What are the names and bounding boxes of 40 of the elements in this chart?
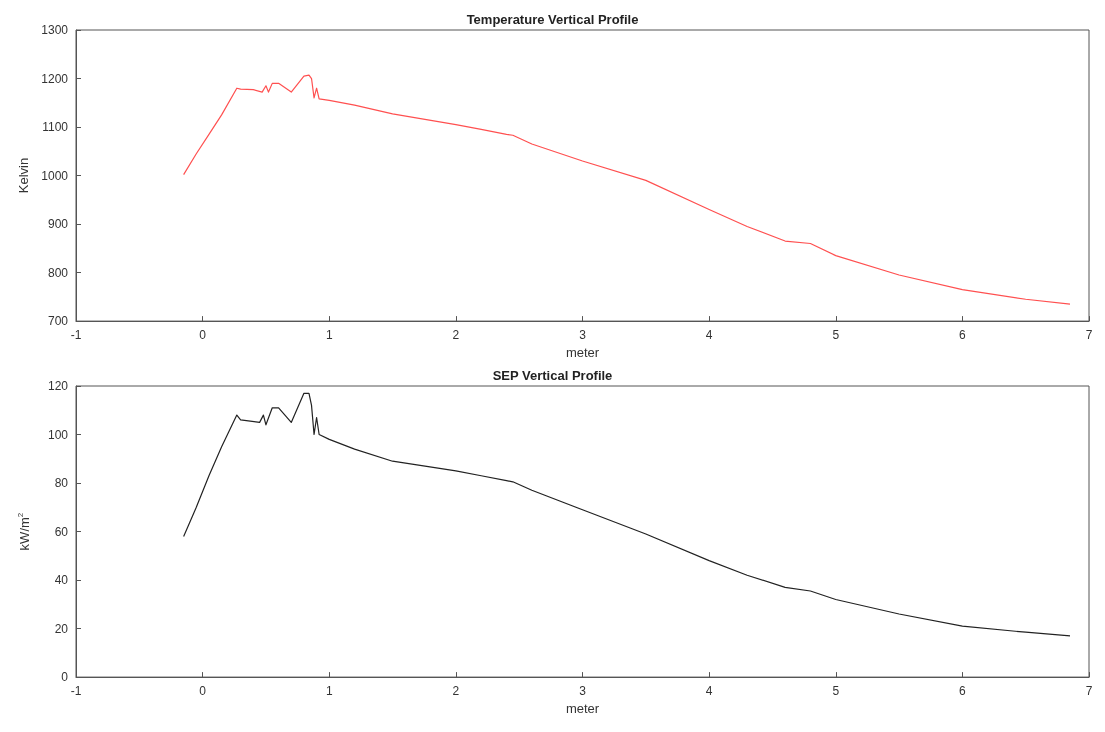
y-tick-label: 700	[47, 314, 69, 329]
line-series	[183, 74, 1071, 305]
x-tick-label: -1	[70, 684, 82, 699]
x-tick-label: 7	[1085, 328, 1093, 343]
x-tick-label: 4	[705, 684, 713, 699]
y-axis-title: Kelvin	[16, 157, 32, 194]
x-tick-label: 0	[199, 328, 207, 343]
x-tick-label: 1	[325, 684, 333, 699]
x-tick-label: 1	[325, 328, 333, 343]
x-tick-label: 5	[832, 328, 840, 343]
x-tick-label: 4	[705, 328, 713, 343]
x-tick-label: 5	[832, 684, 840, 699]
x-tick-label: -1	[70, 328, 82, 343]
x-tick-label: 3	[579, 328, 587, 343]
y-tick-label: 20	[54, 621, 69, 636]
x-tick-label: 7	[1085, 684, 1093, 699]
chart-title: Temperature Vertical Profile	[466, 12, 639, 27]
x-tick-label: 2	[452, 328, 460, 343]
y-tick-label: 900	[47, 217, 69, 232]
y-tick-label: 60	[54, 524, 69, 539]
x-axis-title: meter	[565, 345, 600, 360]
y-tick-label: 1000	[41, 168, 69, 183]
y-tick-label: 1100	[42, 120, 69, 135]
y-tick-label: 1200	[41, 71, 69, 86]
chart-title: SEP Vertical Profile	[492, 368, 613, 383]
y-tick-label: 100	[47, 427, 69, 442]
line-series	[183, 392, 1071, 637]
y-tick-label: 120	[47, 379, 69, 393]
y-tick-label: 1300	[41, 23, 69, 37]
x-tick-label: 6	[959, 684, 967, 699]
x-tick-label: 2	[452, 684, 460, 699]
x-axis-title: meter	[565, 701, 600, 716]
x-tick-label: 6	[959, 328, 967, 343]
y-tick-label: 80	[54, 476, 69, 491]
x-tick-label: 3	[579, 684, 587, 699]
y-axis-title: kW/m2	[15, 512, 32, 551]
y-tick-label: 0	[61, 670, 69, 685]
x-tick-label: 0	[199, 684, 207, 699]
y-tick-label: 40	[54, 573, 69, 588]
y-tick-label: 800	[47, 265, 69, 280]
